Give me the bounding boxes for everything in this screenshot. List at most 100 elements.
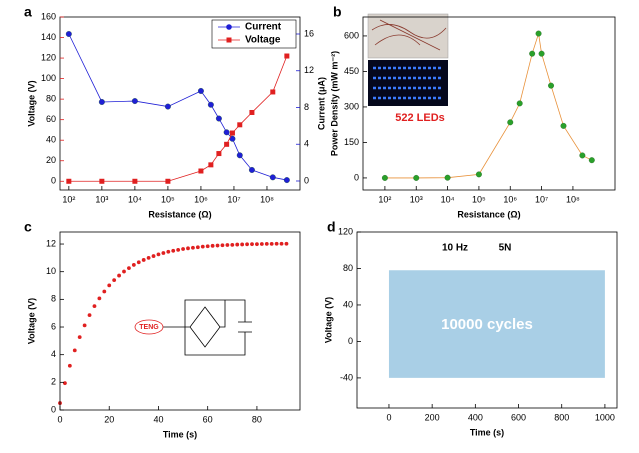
marker (131, 263, 136, 267)
marker (146, 255, 151, 260)
marker (413, 174, 420, 181)
marker (284, 53, 290, 59)
circuit-wires (163, 299, 246, 356)
y-axis-label: Power Density (mW m⁻²) (329, 51, 339, 156)
annotation: 10000 cycles (441, 316, 533, 333)
y-tick-label: 60 (46, 114, 56, 124)
x-axis-label: Resistance (Ω) (148, 209, 211, 219)
y-tick-label: 600 (344, 30, 359, 40)
marker (166, 249, 171, 254)
marker (136, 260, 141, 265)
y-tick-label: 0 (51, 176, 56, 186)
y2-tick-label: 0 (304, 175, 309, 185)
y2-tick-label: 8 (304, 102, 309, 112)
plot-frame (59, 231, 301, 411)
y-tick-label: 120 (41, 52, 56, 62)
marker (161, 251, 166, 255)
y-tick-label: 450 (344, 66, 359, 76)
y-tick-label: 120 (338, 226, 353, 236)
annotation: TENG (139, 324, 159, 331)
marker (269, 174, 276, 181)
marker (181, 247, 185, 251)
marker (191, 245, 195, 250)
marker (229, 130, 235, 136)
y-tick-label: 12 (46, 238, 56, 248)
marker (235, 242, 240, 247)
marker (224, 141, 230, 147)
series-line (68, 55, 288, 182)
panel: 10² 10³ 10⁴ 10⁵ 10⁶ 10⁷ 10⁸0204060801001201401… (24, 4, 326, 220)
marker (98, 99, 105, 105)
marker (283, 177, 290, 184)
y2-tick-label: 12 (304, 65, 314, 75)
led-photo (367, 13, 449, 106)
marker (249, 109, 255, 115)
marker (72, 348, 77, 353)
x-tick-label: 10⁵ (161, 194, 175, 204)
x-tick-label: 200 (425, 412, 440, 422)
marker (82, 323, 87, 328)
marker (127, 266, 131, 270)
marker (207, 101, 214, 108)
marker (240, 242, 245, 247)
x-tick-label: 0 (57, 414, 62, 424)
legend-label: Voltage (245, 35, 281, 46)
y2-tick-label: 4 (304, 139, 309, 149)
y-tick-label: 150 (344, 137, 359, 147)
x-tick-label: 10⁷ (227, 194, 240, 204)
led-rows (373, 66, 443, 100)
marker (200, 244, 205, 249)
panel-label: a (24, 4, 32, 20)
marker (67, 363, 72, 368)
marker (132, 178, 138, 184)
x-tick-label: 40 (153, 414, 163, 424)
plot-frame (59, 16, 301, 191)
y-tick-label: 4 (51, 349, 56, 359)
marker (225, 243, 230, 247)
legend-marker (226, 24, 232, 30)
marker (269, 241, 274, 246)
y-tick-label: 2 (51, 377, 56, 387)
x-axis-label: Resistance (Ω) (457, 209, 520, 219)
x-tick-label: 600 (511, 412, 526, 422)
marker (122, 269, 126, 274)
photo-wires (371, 19, 447, 51)
marker (195, 245, 200, 250)
y-tick-label: 0 (348, 336, 353, 346)
marker (279, 241, 284, 246)
marker (198, 168, 204, 174)
marker (220, 243, 225, 248)
legend-marker (226, 37, 232, 43)
marker (131, 98, 138, 105)
marker (117, 273, 121, 278)
marker (164, 103, 171, 110)
marker (255, 242, 259, 247)
marker (223, 129, 230, 136)
panel: 10² 10³ 10⁴ 10⁵ 10⁶ 10⁷ 10⁸ 0 150 300 450 600 Resist… (329, 4, 616, 219)
y-tick-label: 0 (354, 172, 359, 182)
x-tick-label: 10⁶ (503, 194, 517, 204)
marker (112, 278, 117, 283)
x-tick-label: 10² (62, 194, 75, 204)
x-tick-label: 10⁴ (128, 194, 142, 204)
y-tick-label: 160 (41, 11, 56, 21)
panel: 0 200 400 600 800 1000 -40 0 40 80 120 Time (s) Volt… (323, 219, 618, 437)
x-tick-label: 10⁶ (194, 194, 208, 204)
x-tick-label: 10³ (410, 194, 423, 204)
marker (236, 152, 243, 159)
y-tick-label: 8 (51, 294, 56, 304)
marker (208, 162, 214, 168)
marker (259, 242, 264, 246)
y2-tick-label: 16 (304, 28, 314, 38)
y-axis-label: Voltage (V) (26, 80, 36, 126)
marker (270, 89, 276, 95)
x-tick-label: 10³ (95, 194, 108, 204)
circuit (134, 299, 252, 356)
marker (516, 100, 523, 107)
x-axis-label: Time (s) (163, 429, 197, 439)
y-tick-label: 140 (41, 32, 56, 42)
marker (176, 247, 181, 252)
marker (250, 242, 254, 247)
marker (529, 50, 536, 57)
